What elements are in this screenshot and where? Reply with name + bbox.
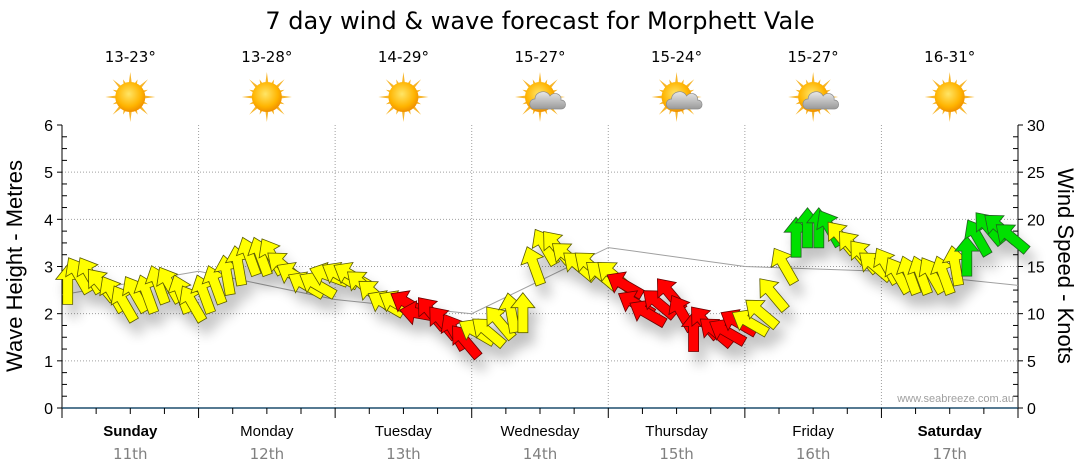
- sun-rays: [651, 72, 702, 122]
- wind-arrows: [54, 207, 1031, 361]
- day-name: Thursday: [645, 423, 708, 440]
- sunny-icon: [924, 72, 975, 122]
- y2-tick-label: 30: [1027, 118, 1045, 135]
- wind-arrow: [745, 299, 781, 331]
- day-date: 15th: [659, 445, 693, 463]
- sun-rays: [378, 72, 429, 122]
- y-tick-label: 5: [44, 165, 53, 182]
- day-labels: Sunday 11th Monday 12th Tuesday 13th Wednesday…: [103, 423, 982, 463]
- day-temperature: 15-24°: [651, 48, 702, 66]
- y2-tick-label: 25: [1027, 165, 1045, 182]
- day-name: Tuesday: [375, 423, 432, 440]
- wind-arrow: [759, 278, 790, 314]
- day-temperature: 14-29°: [378, 48, 429, 66]
- watermark: www.seabreeze.com.au: [896, 393, 1014, 405]
- day-date: 11th: [113, 445, 147, 463]
- day-name: Monday: [240, 423, 294, 440]
- day-temperature: 13-28°: [241, 48, 292, 66]
- day-temperature: 13-23°: [105, 48, 156, 66]
- wind-arrow: [486, 306, 517, 342]
- day-date: 14th: [523, 445, 557, 463]
- sun-rays: [788, 72, 839, 122]
- wind-arrow: [995, 224, 1031, 255]
- sun-rays: [515, 72, 565, 122]
- day-date: 13th: [386, 445, 420, 463]
- wind-arrow: [953, 235, 980, 277]
- partly-cloudy-icon: [515, 72, 566, 122]
- chart-title: 7 day wind & wave forecast for Morphett …: [265, 7, 814, 35]
- cloud-shape: [529, 91, 566, 110]
- day-temperature: 15-27°: [514, 48, 565, 66]
- cloud-shape: [802, 91, 839, 110]
- wind-arrow: [167, 274, 194, 315]
- day-temperature: 16-31°: [924, 48, 975, 66]
- y2-axis-title: Wind Speed - Knots: [1053, 168, 1078, 364]
- y-tick-label: 0: [44, 401, 53, 418]
- sun-rays: [105, 72, 156, 122]
- day-date: 12th: [250, 445, 284, 463]
- y2-tick-label: 15: [1027, 260, 1045, 277]
- y2-tick-label: 10: [1027, 307, 1045, 324]
- y-tick-label: 1: [44, 354, 53, 371]
- sun-rays: [924, 72, 975, 122]
- partly-cloudy-icon: [651, 72, 703, 122]
- partly-cloudy-icon: [788, 72, 839, 122]
- y-axis-title: Wave Height - Metres: [2, 160, 27, 372]
- day-name: Friday: [792, 423, 834, 440]
- y-tick-label: 4: [44, 212, 53, 229]
- day-temperature: 15-27°: [788, 48, 839, 66]
- sun-disc: [115, 82, 146, 112]
- cloud-shape: [665, 91, 703, 110]
- sun-disc: [934, 82, 965, 112]
- sunny-icon: [378, 72, 429, 122]
- sun-disc: [388, 82, 419, 112]
- day-date: 16th: [796, 445, 830, 463]
- sun-rays: [241, 72, 292, 122]
- sunny-icon: [105, 72, 156, 122]
- wind-arrow: [520, 246, 547, 287]
- axes: 0 1 2 3 4 5 6 0 5 10 15 20 25 30: [44, 118, 1045, 418]
- day-name: Saturday: [918, 423, 983, 440]
- y2-tick-label: 20: [1027, 212, 1045, 229]
- sun-disc: [251, 82, 282, 112]
- weather-row: 13-23° 13-28° 14-29° 15-27° 15-24° 15-27° 16-3…: [105, 48, 975, 122]
- y-tick-label: 6: [44, 118, 53, 135]
- day-name: Wednesday: [501, 423, 580, 440]
- y2-tick-label: 5: [1027, 354, 1036, 371]
- sunny-icon: [241, 72, 292, 122]
- y-tick-label: 2: [44, 307, 53, 324]
- wind-arrow: [510, 292, 536, 334]
- y-tick-label: 3: [44, 260, 53, 277]
- day-name: Sunday: [103, 423, 158, 440]
- y2-tick-label: 0: [1027, 401, 1036, 418]
- day-date: 17th: [932, 445, 966, 463]
